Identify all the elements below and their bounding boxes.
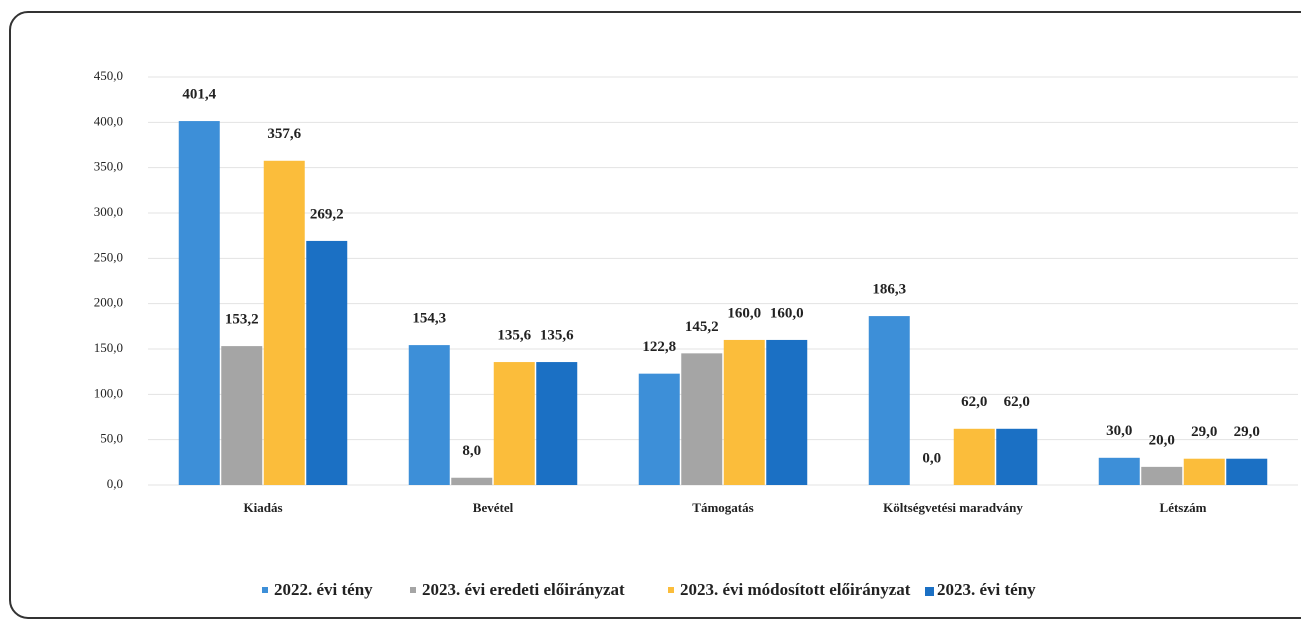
y-tick-label: 400,0 bbox=[94, 113, 123, 128]
x-tick-label: Támogatás bbox=[692, 500, 753, 515]
x-tick-label: Létszám bbox=[1160, 500, 1207, 515]
bar bbox=[306, 240, 348, 485]
value-label: 30,0 bbox=[1106, 423, 1132, 439]
value-label: 29,0 bbox=[1234, 424, 1260, 440]
bar bbox=[953, 428, 995, 485]
legend-swatch bbox=[668, 587, 674, 593]
bar bbox=[221, 346, 263, 485]
y-tick-label: 0,0 bbox=[107, 476, 123, 491]
bar bbox=[681, 353, 723, 485]
value-label: 20,0 bbox=[1149, 432, 1175, 448]
legend-label: 2023. évi eredeti előirányzat bbox=[422, 580, 625, 599]
bar bbox=[408, 345, 450, 485]
value-label: 154,3 bbox=[412, 311, 446, 327]
bar bbox=[766, 339, 808, 485]
legend-swatch bbox=[410, 587, 416, 593]
legend-label: 2022. évi tény bbox=[274, 580, 373, 599]
legend-label: 2023. évi módosított előirányzat bbox=[680, 580, 911, 599]
value-label: 269,2 bbox=[310, 206, 344, 222]
y-tick-label: 450,0 bbox=[94, 68, 123, 83]
value-label: 153,2 bbox=[225, 312, 259, 328]
y-tick-label: 350,0 bbox=[94, 159, 123, 174]
value-label: 135,6 bbox=[540, 327, 574, 343]
legend-swatch bbox=[262, 587, 268, 593]
bar bbox=[1183, 458, 1225, 485]
value-label: 62,0 bbox=[961, 394, 987, 410]
frame bbox=[9, 11, 1301, 619]
bar bbox=[178, 121, 220, 486]
x-tick-label: Költségvetési maradvány bbox=[883, 500, 1023, 515]
value-label: 145,2 bbox=[685, 319, 719, 335]
value-label: 29,0 bbox=[1191, 424, 1217, 440]
legend-label: 2023. évi tény bbox=[937, 580, 1036, 599]
bar bbox=[723, 339, 765, 485]
y-tick-label: 200,0 bbox=[94, 295, 123, 310]
value-label: 160,0 bbox=[770, 305, 804, 321]
legend-swatch bbox=[925, 587, 934, 596]
bar bbox=[1098, 457, 1140, 485]
y-tick-label: 100,0 bbox=[94, 385, 123, 400]
bar bbox=[638, 373, 680, 485]
value-label: 135,6 bbox=[497, 327, 531, 343]
x-tick-label: Bevétel bbox=[473, 500, 514, 515]
value-label: 357,6 bbox=[267, 126, 301, 142]
bar bbox=[493, 362, 535, 485]
y-tick-label: 50,0 bbox=[100, 431, 123, 446]
bar bbox=[536, 362, 578, 485]
bar bbox=[451, 477, 493, 485]
value-label: 8,0 bbox=[462, 443, 481, 459]
bar bbox=[868, 316, 910, 485]
value-label: 122,8 bbox=[642, 339, 676, 355]
value-label: 0,0 bbox=[922, 450, 941, 466]
value-label: 160,0 bbox=[727, 305, 761, 321]
bar bbox=[263, 160, 305, 485]
bar bbox=[996, 428, 1038, 485]
bar bbox=[1141, 466, 1183, 485]
value-label: 62,0 bbox=[1004, 394, 1030, 410]
y-tick-label: 250,0 bbox=[94, 249, 123, 264]
y-tick-label: 300,0 bbox=[94, 204, 123, 219]
y-tick-label: 150,0 bbox=[94, 340, 123, 355]
bar bbox=[1226, 458, 1268, 485]
value-label: 186,3 bbox=[872, 282, 906, 298]
value-label: 401,4 bbox=[182, 87, 216, 103]
x-tick-label: Kiadás bbox=[243, 500, 282, 515]
